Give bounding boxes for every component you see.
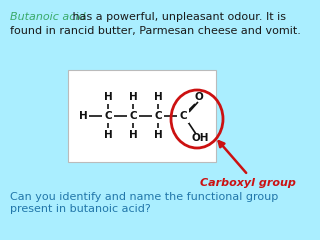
Text: Butanoic acid: Butanoic acid: [10, 12, 86, 22]
FancyBboxPatch shape: [68, 70, 216, 162]
Text: O: O: [195, 92, 204, 102]
Text: C: C: [154, 111, 162, 121]
Text: Can you identify and name the functional group
present in butanoic acid?: Can you identify and name the functional…: [10, 192, 278, 214]
Text: found in rancid butter, Parmesan cheese and vomit.: found in rancid butter, Parmesan cheese …: [10, 26, 301, 36]
Text: H: H: [104, 92, 112, 102]
Text: H: H: [104, 130, 112, 140]
Text: H: H: [154, 130, 162, 140]
Text: C: C: [179, 111, 187, 121]
Text: C: C: [129, 111, 137, 121]
Text: H: H: [79, 111, 87, 121]
Text: H: H: [154, 92, 162, 102]
Text: H: H: [129, 92, 137, 102]
Text: Carboxyl group: Carboxyl group: [200, 178, 296, 188]
Text: H: H: [129, 130, 137, 140]
Text: has a powerful, unpleasant odour. It is: has a powerful, unpleasant odour. It is: [69, 12, 286, 22]
Text: OH: OH: [191, 133, 209, 143]
Text: C: C: [104, 111, 112, 121]
